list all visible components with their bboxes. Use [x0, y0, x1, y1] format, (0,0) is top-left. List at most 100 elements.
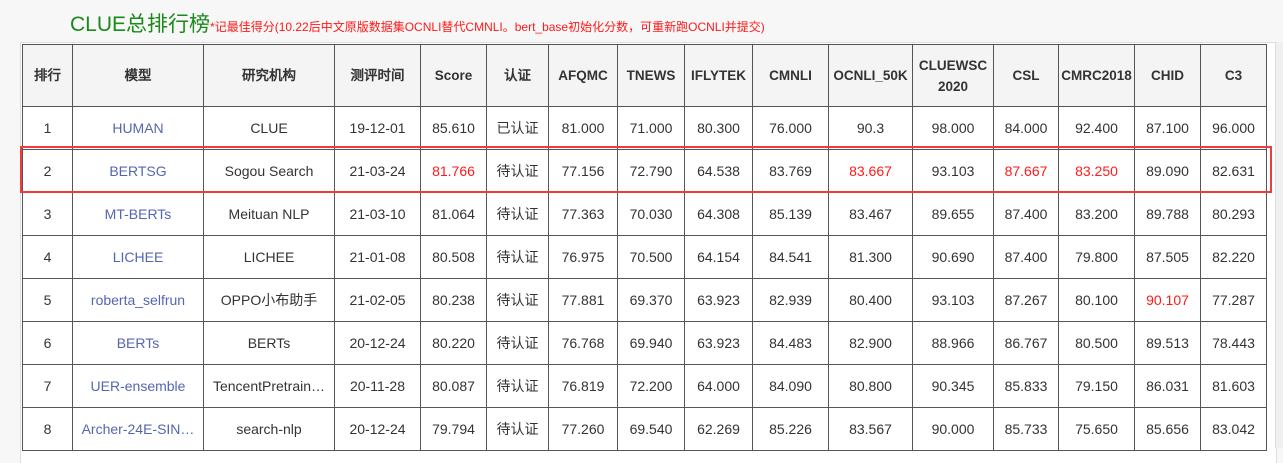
table-cell: 87.400	[993, 235, 1059, 279]
table-cell: 5	[22, 278, 73, 322]
table-cell: 79.800	[1058, 235, 1135, 279]
table-cell: 21-02-05	[334, 278, 421, 322]
column-header[interactable]: CHID	[1134, 44, 1201, 107]
table-cell: 83.769	[752, 149, 829, 193]
table-cell: 69.540	[617, 407, 685, 451]
table-cell: search-nlp	[203, 407, 335, 451]
table-cell: 89.513	[1134, 321, 1201, 365]
table-row: 2 BERTSG Sogou Search 21-03-24 81.766 待认证 77.1…	[22, 149, 1267, 193]
column-header[interactable]: C3	[1200, 44, 1267, 107]
table-row: 5 roberta_selfrun OPPO小布助手 21-02-05 80.238 待认…	[22, 278, 1267, 322]
column-header[interactable]: CMRC2018	[1058, 44, 1135, 107]
table-cell: 2	[22, 149, 73, 193]
scrollbar[interactable]	[1275, 42, 1283, 448]
model-link[interactable]: HUMAN	[72, 106, 204, 150]
column-header[interactable]: IFLYTEK	[684, 44, 753, 107]
column-header[interactable]: Score	[420, 44, 487, 107]
table-cell: 87.100	[1134, 106, 1201, 150]
model-link[interactable]: roberta_selfrun	[72, 278, 204, 322]
table-cell: 已认证	[486, 106, 549, 150]
table-row: 8 Archer-24E-SIN… search-nlp 20-12-24 79.794…	[22, 407, 1267, 451]
table-row: 1 HUMAN CLUE 19-12-01 85.610 已认证 81.000 71.000 8…	[22, 106, 1267, 150]
column-header[interactable]: OCNLI_50K	[828, 44, 913, 107]
model-link[interactable]: BERTSG	[72, 149, 204, 193]
table-cell: 87.267	[993, 278, 1059, 322]
column-header[interactable]: 研究机构	[203, 44, 335, 107]
table-cell: OPPO小布助手	[203, 278, 335, 322]
table-cell: 19-12-01	[334, 106, 421, 150]
column-header[interactable]: 测评时间	[334, 44, 421, 107]
table-cell: 87.505	[1134, 235, 1201, 279]
table-row: 7 UER-ensemble TencentPretrain… 20-11-28 80.…	[22, 364, 1267, 408]
table-cell: 76.000	[752, 106, 829, 150]
column-header[interactable]: CLUEWSC 2020	[912, 44, 994, 107]
table-cell: 83.200	[1058, 192, 1135, 236]
table-cell: 81.064	[420, 192, 487, 236]
table-cell: 待认证	[486, 235, 549, 279]
table-cell: 80.220	[420, 321, 487, 365]
column-header[interactable]: TNEWS	[617, 44, 685, 107]
model-link[interactable]: LICHEE	[72, 235, 204, 279]
page-title: CLUE总排行榜	[70, 13, 211, 36]
table-cell: 7	[22, 364, 73, 408]
table-cell: 80.800	[828, 364, 913, 408]
column-header[interactable]: 认证	[486, 44, 549, 107]
table-cell: 96.000	[1200, 106, 1267, 150]
table-cell: 86.031	[1134, 364, 1201, 408]
column-header[interactable]: AFQMC	[548, 44, 618, 107]
table-cell: LICHEE	[203, 235, 335, 279]
table-cell: 87.667	[993, 149, 1059, 193]
table-cell: 88.966	[912, 321, 994, 365]
table-cell: 89.655	[912, 192, 994, 236]
table-cell: 20-12-24	[334, 407, 421, 451]
table-cell: 76.768	[548, 321, 618, 365]
table-cell: 79.150	[1058, 364, 1135, 408]
model-link[interactable]: BERTs	[72, 321, 204, 365]
table-cell: 4	[22, 235, 73, 279]
table-cell: 81.000	[548, 106, 618, 150]
table-cell: 21-01-08	[334, 235, 421, 279]
table-cell: 85.610	[420, 106, 487, 150]
table-cell: 92.400	[1058, 106, 1135, 150]
table-cell: 69.370	[617, 278, 685, 322]
table-cell: 71.000	[617, 106, 685, 150]
table-cell: 82.220	[1200, 235, 1267, 279]
table-cell: 20-11-28	[334, 364, 421, 408]
table-cell: 80.100	[1058, 278, 1135, 322]
table-cell: 待认证	[486, 407, 549, 451]
table-cell: 90.107	[1134, 278, 1201, 322]
table-cell: 84.090	[752, 364, 829, 408]
table-cell: 70.500	[617, 235, 685, 279]
table-cell: 85.833	[993, 364, 1059, 408]
table-cell: 待认证	[486, 192, 549, 236]
table-cell: 84.541	[752, 235, 829, 279]
table-cell: 待认证	[486, 364, 549, 408]
table-cell: 82.900	[828, 321, 913, 365]
table-cell: 84.000	[993, 106, 1059, 150]
table-cell: 80.300	[684, 106, 753, 150]
table-cell: 76.975	[548, 235, 618, 279]
column-header[interactable]: 排行	[22, 44, 73, 107]
model-link[interactable]: MT-BERTs	[72, 192, 204, 236]
table-cell: 63.923	[684, 321, 753, 365]
model-link[interactable]: Archer-24E-SIN…	[72, 407, 204, 451]
column-header[interactable]: 模型	[72, 44, 204, 107]
table-cell: 85.656	[1134, 407, 1201, 451]
table-cell: 89.090	[1134, 149, 1201, 193]
model-link[interactable]: UER-ensemble	[72, 364, 204, 408]
column-header[interactable]: CSL	[993, 44, 1059, 107]
table-cell: 64.154	[684, 235, 753, 279]
table-cell: 21-03-24	[334, 149, 421, 193]
table-row: 4 LICHEE LICHEE 21-01-08 80.508 待认证 76.975 70.5…	[22, 235, 1267, 279]
leaderboard-table: 排行 模型 研究机构 测评时间 Score 认证 AFQMC TNEWS IFLYTEK CMNL…	[22, 44, 1267, 451]
table-cell: 72.200	[617, 364, 685, 408]
table-cell: 待认证	[486, 321, 549, 365]
table-cell: 待认证	[486, 278, 549, 322]
table-cell: 87.400	[993, 192, 1059, 236]
table-cell: 98.000	[912, 106, 994, 150]
table-cell: 70.030	[617, 192, 685, 236]
column-header[interactable]: CMNLI	[752, 44, 829, 107]
table-cell: 77.881	[548, 278, 618, 322]
table-cell: 80.500	[1058, 321, 1135, 365]
table-cell: 76.819	[548, 364, 618, 408]
